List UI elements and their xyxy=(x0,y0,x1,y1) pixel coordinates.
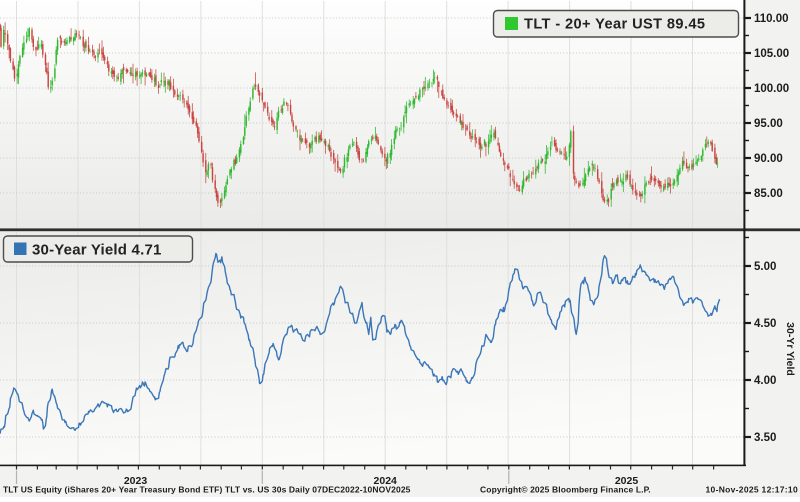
svg-text:110.00: 110.00 xyxy=(754,13,789,25)
svg-text:2025: 2025 xyxy=(615,475,639,487)
svg-text:105.00: 105.00 xyxy=(754,48,789,60)
svg-text:95.00: 95.00 xyxy=(754,118,783,130)
svg-text:5.00: 5.00 xyxy=(754,261,776,273)
svg-text:2024: 2024 xyxy=(374,475,398,487)
svg-text:4.50: 4.50 xyxy=(754,318,776,330)
svg-text:30-Year Yield 4.71: 30-Year Yield 4.71 xyxy=(32,242,162,259)
svg-text:10-Nov-2025 12:17:10: 10-Nov-2025 12:17:10 xyxy=(706,485,798,495)
svg-text:85.00: 85.00 xyxy=(754,188,783,200)
svg-text:TLT - 20+ Year UST 89.45: TLT - 20+ Year UST 89.45 xyxy=(524,17,705,33)
svg-text:90.00: 90.00 xyxy=(754,153,783,165)
svg-text:TLT US Equity (iShares 20+ Yea: TLT US Equity (iShares 20+ Year Treasury… xyxy=(3,485,411,495)
svg-text:3.50: 3.50 xyxy=(754,432,776,444)
svg-text:30-Yr Yield: 30-Yr Yield xyxy=(784,322,796,376)
svg-text:2023: 2023 xyxy=(124,475,148,487)
svg-text:100.00: 100.00 xyxy=(754,83,789,95)
svg-text:Copyright© 2025 Bloomberg Fina: Copyright© 2025 Bloomberg Finance L.P. xyxy=(480,485,651,495)
svg-text:4.00: 4.00 xyxy=(754,375,776,387)
